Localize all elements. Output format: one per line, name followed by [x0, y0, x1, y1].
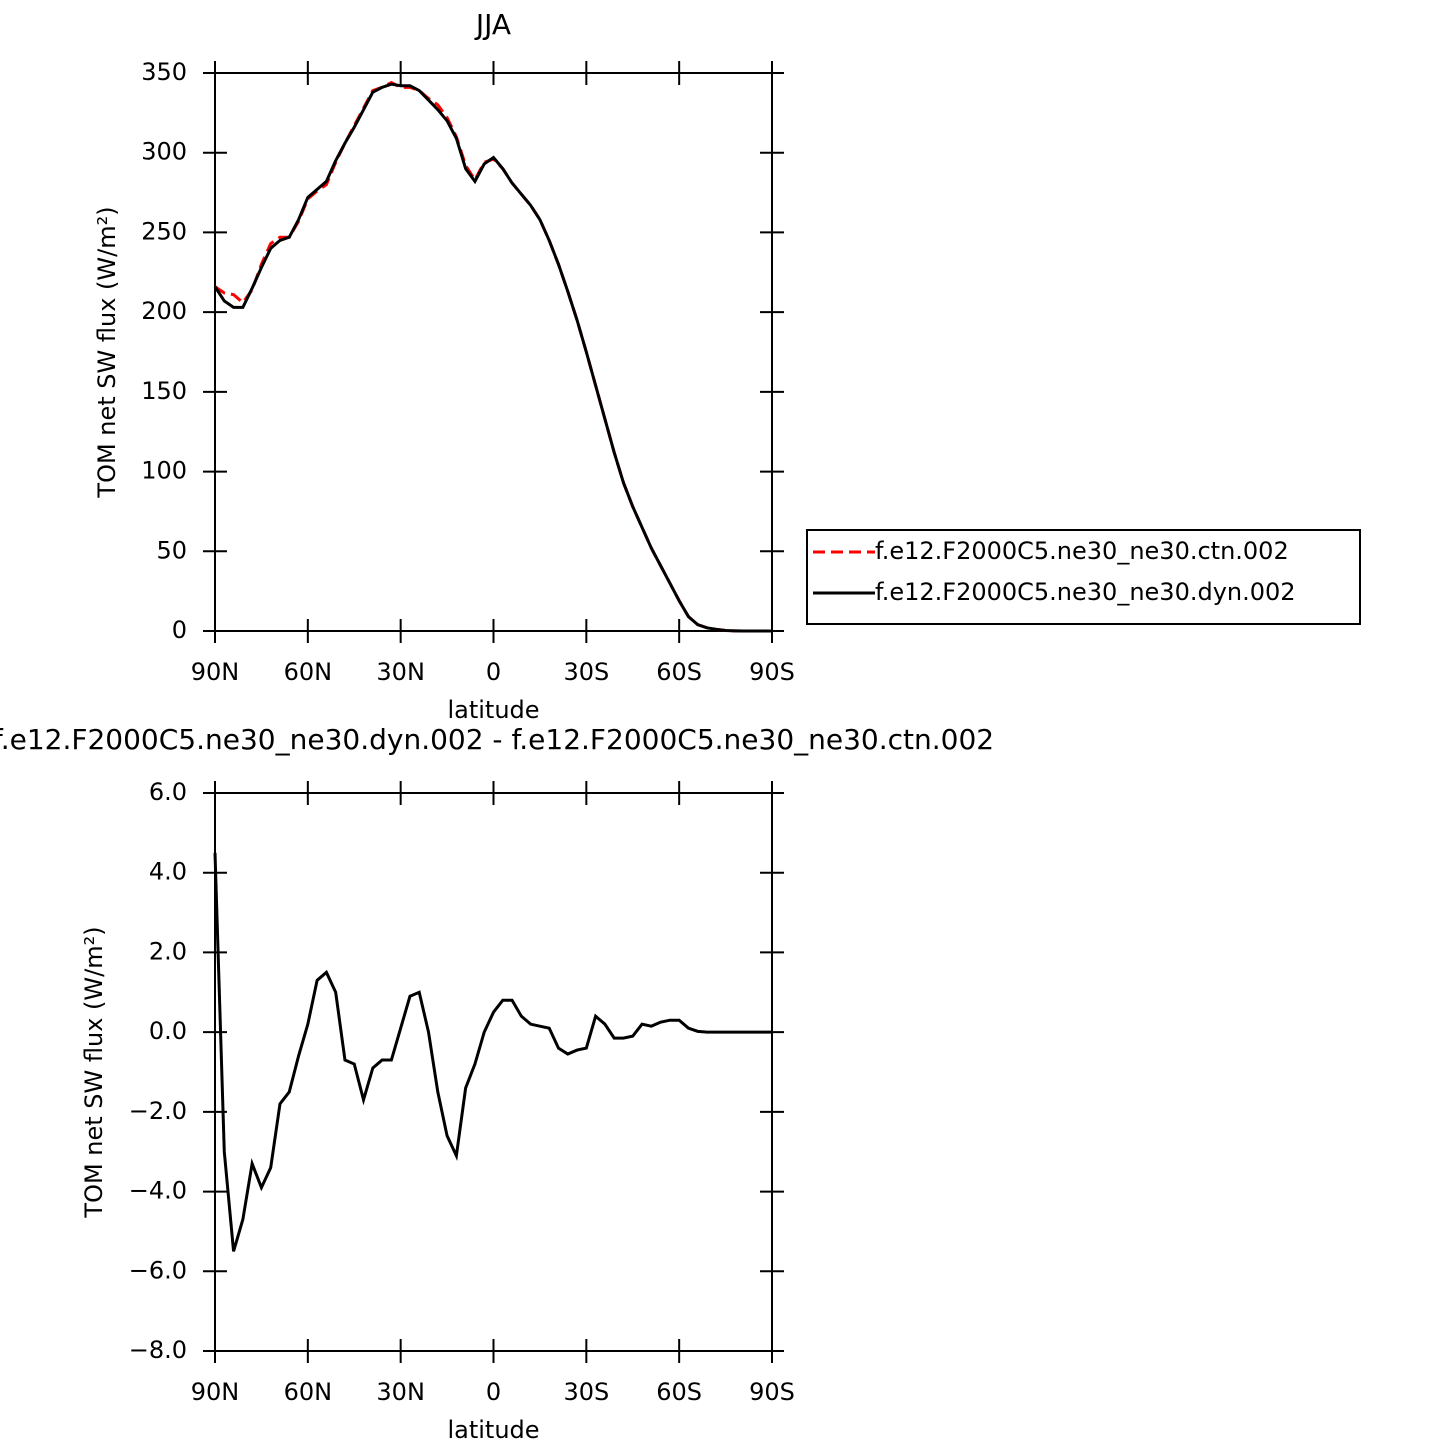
x-axis-label: latitude [447, 1416, 539, 1444]
y-tick-label: −4.0 [129, 1177, 187, 1205]
x-tick-label: 60N [284, 1378, 333, 1406]
y-tick-label: 2.0 [149, 937, 187, 965]
x-tick-label: 90N [191, 658, 240, 686]
x-tick-label: 0 [486, 1378, 501, 1406]
data-line [213, 852, 772, 1252]
y-tick-label: −8.0 [129, 1336, 187, 1364]
x-tick-label: 30S [563, 658, 609, 686]
chart-title: f.e12.F2000C5.ne30_ne30.dyn.002 - f.e12.… [0, 723, 994, 756]
y-tick-label: 50 [156, 536, 187, 564]
data-line [213, 82, 772, 633]
plot-frame [214, 792, 773, 1352]
y-axis-label: TOM net SW flux (W/m²) [93, 206, 121, 498]
data-line [214, 80, 772, 633]
x-tick-label: 60N [284, 658, 333, 686]
legend-label: f.e12.F2000C5.ne30_ne30.ctn.002 [875, 537, 1289, 565]
x-tick-label: 0 [486, 658, 501, 686]
x-tick-label: 60S [656, 1378, 702, 1406]
chart-title: JJA [474, 8, 511, 41]
x-tick-label: 30N [376, 1378, 425, 1406]
y-tick-label: 0 [172, 616, 187, 644]
y-tick-label: −6.0 [129, 1256, 187, 1284]
y-tick-label: 200 [141, 297, 187, 325]
x-axis-label: latitude [447, 696, 539, 724]
x-tick-label: 30N [376, 658, 425, 686]
legend-label: f.e12.F2000C5.ne30_ne30.dyn.002 [875, 578, 1296, 606]
x-tick-label: 90S [749, 1378, 795, 1406]
y-tick-label: 6.0 [149, 778, 187, 806]
y-tick-label: 350 [141, 58, 187, 86]
x-tick-label: 90N [191, 1378, 240, 1406]
y-tick-label: 150 [141, 377, 187, 405]
y-tick-label: 300 [141, 138, 187, 166]
y-tick-label: 250 [141, 217, 187, 245]
y-tick-label: 4.0 [149, 858, 187, 886]
x-tick-label: 60S [656, 658, 702, 686]
y-tick-label: 100 [141, 457, 187, 485]
y-tick-label: 0.0 [149, 1017, 187, 1045]
x-tick-label: 90S [749, 658, 795, 686]
x-tick-label: 30S [563, 1378, 609, 1406]
legend-box [806, 529, 1361, 625]
y-axis-label: TOM net SW flux (W/m²) [80, 926, 108, 1218]
y-tick-label: −2.0 [129, 1097, 187, 1125]
